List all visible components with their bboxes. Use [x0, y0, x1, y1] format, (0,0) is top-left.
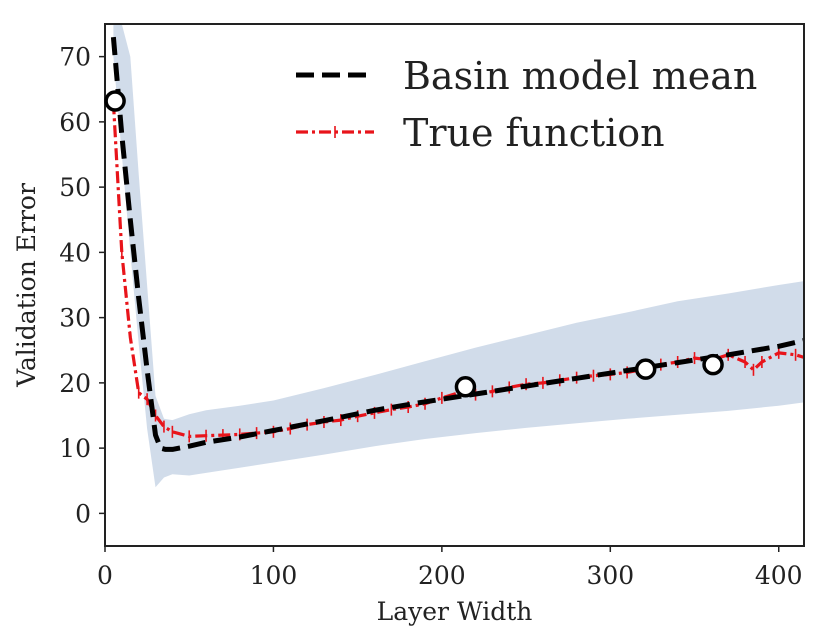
legend-swatch-true-function [296, 126, 374, 138]
y-tick-label: 20 [59, 369, 91, 398]
x-tick-label: 200 [418, 561, 466, 590]
legend-label-true-function: True function [403, 111, 665, 155]
y-tick-label: 10 [59, 434, 91, 463]
x-tick-label: 400 [755, 561, 803, 590]
y-tick-label: 0 [75, 499, 91, 528]
axis-ticks: 0 100 200 300 400 0 10 20 30 40 50 60 70 [59, 43, 802, 590]
x-tick-label: 100 [250, 561, 298, 590]
y-axis-label: Validation Error [12, 183, 41, 388]
observation-point [454, 376, 477, 398]
series-line-true-function [111, 102, 804, 438]
y-tick-label: 60 [59, 108, 91, 137]
x-tick-label: 300 [586, 561, 634, 590]
legend-label-basin-mean: Basin model mean [403, 54, 757, 98]
axes-frame [104, 23, 805, 547]
x-axis-label: Layer Width [377, 597, 533, 626]
legend: Basin model mean True function [296, 54, 757, 155]
y-tick-label: 40 [59, 238, 91, 267]
y-tick-label: 30 [59, 304, 91, 333]
y-tick-label: 70 [59, 43, 91, 72]
observation-point [634, 358, 657, 380]
observation-point [104, 90, 126, 112]
observation-point [702, 353, 724, 376]
x-tick-label: 0 [97, 561, 113, 590]
y-tick-label: 50 [59, 173, 91, 202]
